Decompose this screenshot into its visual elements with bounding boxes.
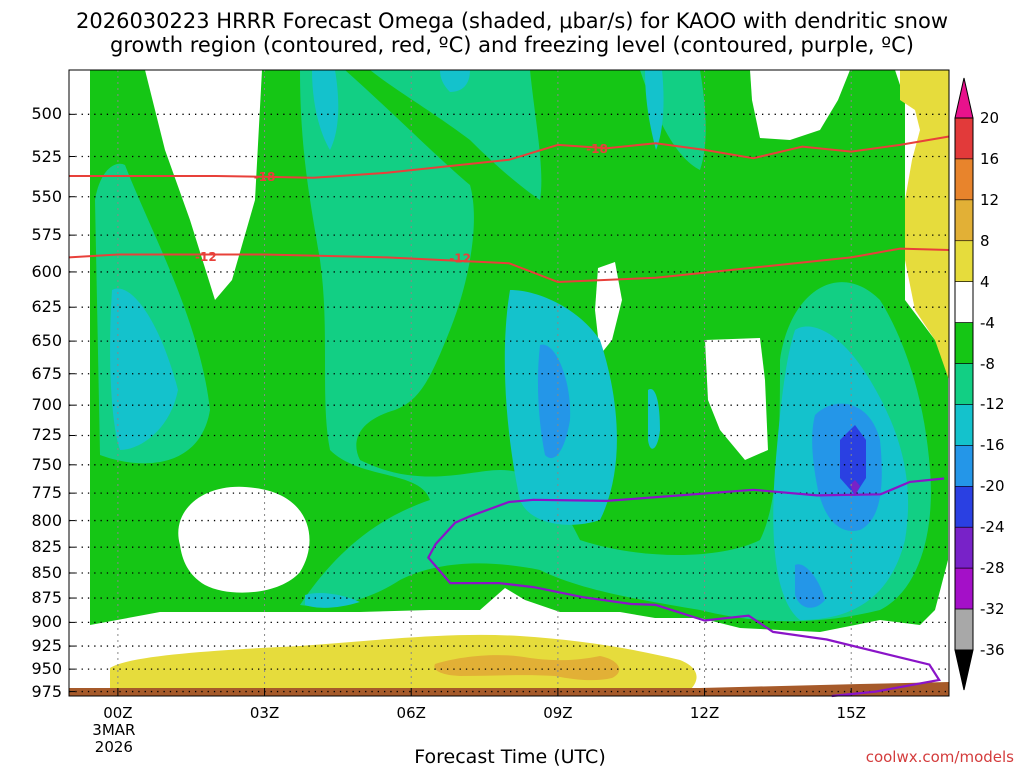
omega-hole-4: [750, 70, 850, 140]
colorbar-tick-label: 4: [980, 272, 990, 291]
omega-hole-1: [178, 486, 310, 593]
colorbar-swatch: [954, 526, 974, 569]
y-tick-label: 750: [31, 454, 62, 474]
colorbar-tick-label: -32: [980, 600, 1005, 619]
colorbar-tick-label: -8: [980, 354, 995, 373]
chart-title-line-2: growth region (contoured, red, ºC) and f…: [110, 33, 914, 57]
x-axis-label: Forecast Time (UTC): [414, 746, 606, 768]
colorbar-tick-label: -16: [980, 436, 1005, 455]
colorbar-tick-label: -4: [980, 313, 995, 332]
y-tick-label: 700: [31, 395, 62, 415]
x-tick-label: 06Z: [396, 704, 426, 722]
isotherm-label: -12: [195, 250, 217, 264]
y-tick-label: 550: [31, 186, 62, 206]
colorbar-tick-label: -20: [980, 477, 1005, 496]
y-tick-label: 925: [31, 636, 62, 656]
chart-title-line-1: 2026030223 HRRR Forecast Omega (shaded, …: [76, 9, 948, 33]
colorbar-tick-label: -36: [980, 641, 1005, 659]
y-tick-label: 650: [31, 331, 62, 351]
colorbar-tick-label: -12: [980, 395, 1005, 414]
y-tick-label: 800: [31, 510, 62, 530]
y-tick-label: 725: [31, 425, 62, 445]
x-date-month: 3MAR: [92, 721, 136, 739]
isotherm-label: -18: [254, 170, 276, 184]
colorbar-swatch: [954, 199, 974, 242]
isotherm-line--12: [68, 247, 950, 284]
colorbar-tick-label: 16: [980, 149, 1000, 168]
isotherm-label: -18: [586, 142, 608, 156]
omega-region-plus4-low: [110, 634, 697, 690]
omega-region-plus4-right: [900, 70, 949, 380]
y-tick-label: 850: [31, 562, 62, 582]
colorbar-swatch: [954, 117, 974, 160]
isotherm-label: -12: [449, 251, 471, 265]
omega-region-minus24: [840, 425, 866, 495]
y-tick-label: 600: [31, 261, 62, 281]
x-tick-label: 03Z: [249, 704, 280, 722]
x-tick-label: 00Z: [103, 704, 133, 722]
x-date-year: 2026: [94, 738, 133, 756]
colorbar-bottom-arrow: [954, 649, 974, 691]
colorbar-tick-label: -28: [980, 559, 1005, 578]
omega-hole-2: [595, 262, 622, 355]
colorbar-swatch: [954, 608, 974, 651]
omega-region-minus28: [850, 480, 860, 496]
y-tick-label: 875: [31, 588, 62, 608]
colorbar-swatch: [954, 158, 974, 201]
plot-frame: [68, 69, 950, 697]
y-tick-label: 675: [31, 363, 62, 383]
colorbar-frame: [954, 117, 974, 651]
colorbar-swatch: [954, 404, 974, 446]
x-tick-label: 15Z: [836, 704, 866, 722]
y-tick-label: 500: [31, 104, 62, 124]
colorbar-swatch: [954, 486, 974, 528]
colorbar-swatch: [954, 281, 974, 323]
freezing-level-line: [426, 477, 945, 698]
x-tick-label: 09Z: [543, 704, 573, 722]
y-tick-label: 975: [31, 681, 62, 701]
y-tick-label: 775: [31, 483, 62, 503]
y-tick-label: 900: [31, 612, 62, 632]
colorbar-swatch: [954, 240, 974, 282]
isotherm-line--18: [69, 135, 950, 179]
colorbar-swatch: [954, 363, 974, 405]
colorbar-swatch: [954, 567, 974, 610]
x-tick-label: 12Z: [689, 704, 720, 722]
colorbar-swatch: [954, 322, 974, 364]
colorbar-tick-label: 12: [980, 190, 1000, 209]
omega-region-plus8-low: [434, 655, 620, 681]
omega-region-minus16: [110, 70, 909, 620]
omega-hole-3: [705, 338, 768, 460]
colorbar-tick-label: -24: [980, 518, 1005, 537]
credit-text[interactable]: coolwx.com/models: [865, 748, 1014, 766]
y-tick-label: 950: [31, 659, 62, 679]
y-tick-label: 625: [31, 297, 62, 317]
colorbar-top-arrow: [954, 77, 974, 119]
ground-surface: [69, 688, 949, 696]
ground-surface-rise: [700, 682, 949, 696]
colorbar-tick-label: 8: [980, 231, 990, 250]
colorbar-swatch: [954, 445, 974, 487]
colorbar-tick-label: 20: [980, 109, 1000, 127]
y-tick-label: 525: [31, 146, 62, 166]
y-tick-label: 825: [31, 537, 62, 557]
y-tick-label: 575: [31, 225, 62, 245]
